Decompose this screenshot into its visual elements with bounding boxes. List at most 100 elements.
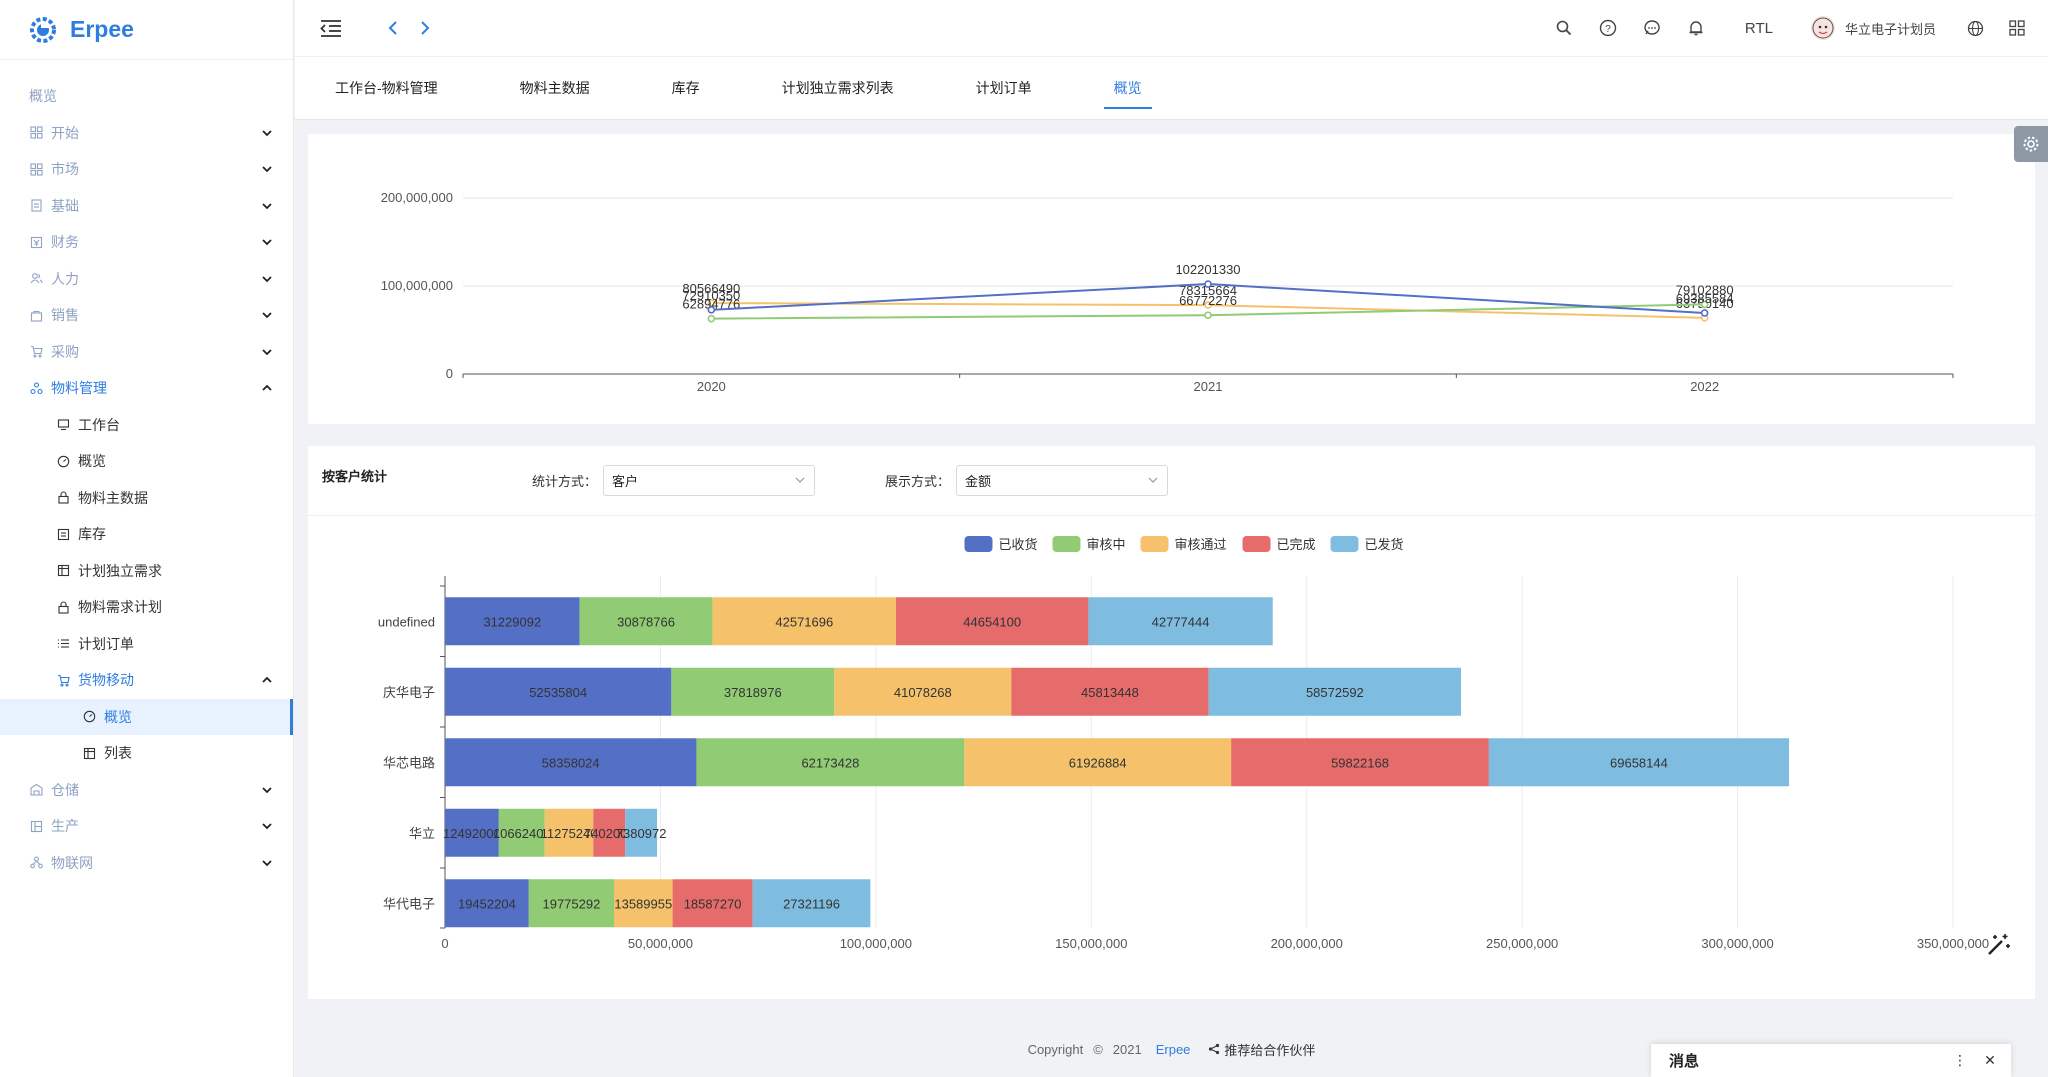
- magic-wand-icon[interactable]: [1985, 932, 2011, 958]
- display-mode-select[interactable]: 金额: [956, 465, 1169, 496]
- calendar-icon: [56, 564, 70, 578]
- dashboard-icon: [56, 454, 70, 468]
- sidebar-tail-group-0[interactable]: 仓储: [0, 772, 293, 809]
- sidebar-item-goods-0[interactable]: 概览: [0, 698, 293, 735]
- bar-segment[interactable]: [1231, 738, 1489, 787]
- legend-swatch[interactable]: [964, 536, 993, 552]
- sidebar-item-goods-1[interactable]: 列表: [0, 735, 293, 772]
- legend-label[interactable]: 已收货: [999, 537, 1038, 552]
- sidebar-item-overview-root[interactable]: 概览: [0, 78, 293, 115]
- sidebar-group-material[interactable]: 物料管理: [0, 370, 293, 407]
- bar-segment[interactable]: [1088, 597, 1273, 646]
- display-mode-label: 展示方式：: [885, 474, 951, 489]
- bar-segment[interactable]: [579, 597, 713, 646]
- sidebar-group-5[interactable]: 销售: [0, 297, 293, 334]
- tab-3[interactable]: 计划独立需求列表: [781, 80, 894, 96]
- sidebar-group-0[interactable]: 开始: [0, 115, 293, 152]
- tab-0[interactable]: 工作台-物料管理: [335, 80, 438, 96]
- line-point[interactable]: [707, 306, 716, 314]
- legend-swatch[interactable]: [1052, 536, 1081, 552]
- bar-segment[interactable]: [834, 667, 1012, 716]
- globe-icon[interactable]: [1964, 17, 1986, 39]
- sidebar-item-label: 物联网: [51, 854, 93, 871]
- help-icon[interactable]: ?: [1597, 17, 1619, 39]
- bar-segment[interactable]: [896, 597, 1089, 646]
- bar-segment[interactable]: [712, 597, 897, 646]
- bar-segment[interactable]: [1011, 667, 1209, 716]
- bar-segment[interactable]: [625, 808, 658, 857]
- forward-arrow-icon[interactable]: [414, 17, 436, 39]
- bar-segment[interactable]: [445, 808, 499, 857]
- sidebar-group-1[interactable]: 市场: [0, 151, 293, 188]
- bar-segment[interactable]: [445, 667, 672, 716]
- bar-segment[interactable]: [752, 879, 871, 928]
- recommend-partner-link[interactable]: 推荐给合作伙伴: [1208, 1040, 1315, 1059]
- sidebar-group-3[interactable]: 财务: [0, 224, 293, 261]
- rtl-toggle[interactable]: RTL: [1744, 19, 1773, 37]
- customer-stacked-bar-chart: 已收货 审核中 审核通过 已完成 已发货 0 50,000,000 100,000,000 15…: [378, 536, 1989, 951]
- bell-icon[interactable]: [1685, 17, 1707, 39]
- legend-label[interactable]: 已发货: [1365, 537, 1404, 552]
- bar-segment[interactable]: [445, 879, 529, 928]
- menu-collapse-icon[interactable]: [320, 17, 342, 39]
- people-icon: [29, 272, 43, 286]
- search-icon[interactable]: [1553, 17, 1575, 39]
- bar-segment[interactable]: [445, 597, 580, 646]
- legend-swatch[interactable]: [1330, 536, 1359, 552]
- line-point[interactable]: [1700, 300, 1709, 309]
- bar-segment[interactable]: [696, 738, 965, 787]
- legend-label[interactable]: 审核中: [1087, 537, 1126, 552]
- sidebar-item-material-5[interactable]: 物料需求计划: [0, 589, 293, 626]
- sidebar-item-label: 生产: [51, 818, 79, 835]
- tab-5[interactable]: 概览: [1103, 57, 1152, 119]
- sidebar-tail-group-2[interactable]: 物联网: [0, 845, 293, 882]
- bar-segment[interactable]: [671, 667, 835, 716]
- sidebar-item-material-1[interactable]: 概览: [0, 443, 293, 480]
- legend-label[interactable]: 审核通过: [1175, 537, 1227, 552]
- settings-tab[interactable]: [2014, 126, 2048, 162]
- line-point[interactable]: [1204, 311, 1212, 320]
- sidebar-group-6[interactable]: 采购: [0, 334, 293, 371]
- legend-label[interactable]: 已完成: [1277, 537, 1316, 552]
- apps-grid-icon[interactable]: [2006, 17, 2028, 39]
- sidebar-tail-group-1[interactable]: 生产: [0, 808, 293, 845]
- bar-segment[interactable]: [964, 738, 1232, 787]
- bar-segment[interactable]: [672, 879, 753, 928]
- tab-1[interactable]: 物料主数据: [519, 80, 590, 96]
- stat-mode-select[interactable]: 客户: [603, 465, 816, 496]
- bar-segment[interactable]: [498, 808, 545, 857]
- sidebar-group-4[interactable]: 人力: [0, 261, 293, 298]
- close-icon[interactable]: ✕: [1984, 1052, 1996, 1068]
- bar-segment[interactable]: [614, 879, 673, 928]
- user-menu[interactable]: 华立电子计划员: [1810, 16, 1936, 40]
- footer-brand-link[interactable]: Erpee: [1155, 1041, 1191, 1057]
- line-data-label: 79102880: [1676, 282, 1734, 297]
- bar-segment[interactable]: [1488, 738, 1790, 787]
- tab-2[interactable]: 库存: [671, 80, 700, 96]
- legend-swatch[interactable]: [1242, 536, 1271, 552]
- legend-swatch[interactable]: [1140, 536, 1169, 552]
- bar-segment[interactable]: [1208, 667, 1462, 716]
- line-point[interactable]: [1700, 309, 1709, 317]
- bar-segment[interactable]: [593, 808, 626, 857]
- bar-segment[interactable]: [544, 808, 594, 857]
- sidebar-group-2[interactable]: 基础: [0, 188, 293, 225]
- line-point[interactable]: [1204, 301, 1212, 309]
- sidebar-item-material-3[interactable]: 库存: [0, 516, 293, 553]
- line-point[interactable]: [1204, 280, 1212, 288]
- bar-segment[interactable]: [445, 738, 697, 787]
- line-point[interactable]: [707, 314, 716, 323]
- sidebar-item-material-0[interactable]: 工作台: [0, 407, 293, 444]
- app-logo[interactable]: Erpee: [0, 0, 293, 60]
- factory-icon: [29, 819, 43, 833]
- sidebar-item-material-2[interactable]: 物料主数据: [0, 480, 293, 517]
- tab-4[interactable]: 计划订单: [975, 80, 1032, 96]
- more-icon[interactable]: ⋮: [1953, 1052, 1967, 1068]
- bar-segment[interactable]: [528, 879, 615, 928]
- sidebar-item-material-6[interactable]: 计划订单: [0, 626, 293, 663]
- back-arrow-icon[interactable]: [382, 17, 404, 39]
- sidebar-item-material-4[interactable]: 计划独立需求: [0, 553, 293, 590]
- chevron-down-icon: [262, 166, 272, 173]
- sidebar-group-goods-movement[interactable]: 货物移动: [0, 662, 293, 699]
- chat-icon[interactable]: [1641, 17, 1663, 39]
